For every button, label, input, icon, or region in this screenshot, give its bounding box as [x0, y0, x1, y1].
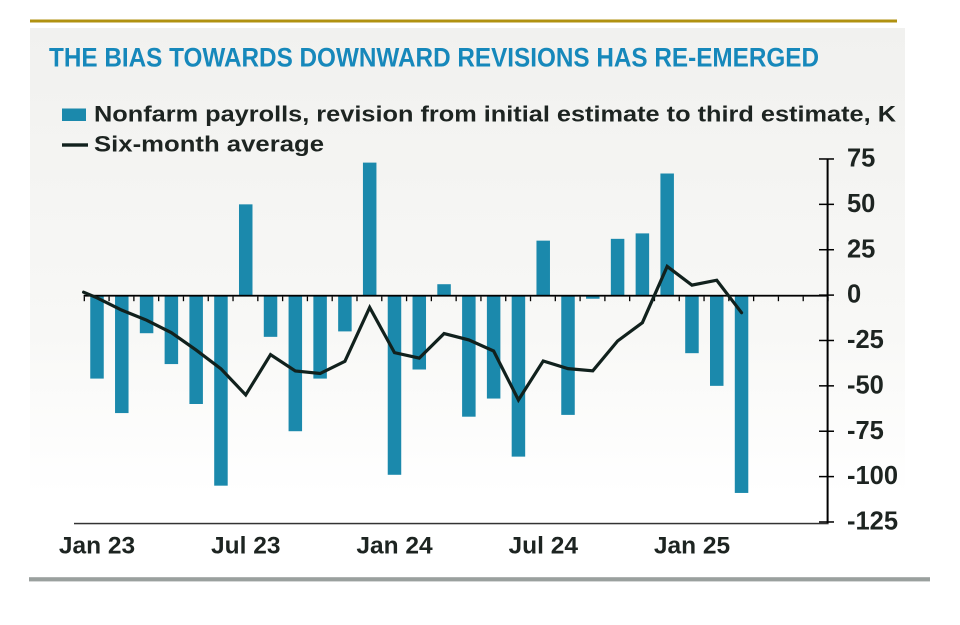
- svg-text:-50: -50: [847, 371, 884, 399]
- svg-text:Six-month average: Six-month average: [94, 132, 324, 157]
- svg-text:Jul 23: Jul 23: [211, 533, 280, 560]
- svg-text:THE BIAS TOWARDS DOWNWARD REVI: THE BIAS TOWARDS DOWNWARD REVISIONS HAS …: [49, 43, 819, 73]
- svg-text:-125: -125: [847, 508, 898, 536]
- svg-text:-25: -25: [847, 326, 884, 354]
- svg-text:Jan 25: Jan 25: [654, 533, 730, 560]
- svg-text:50: 50: [847, 190, 875, 218]
- svg-text:75: 75: [847, 145, 875, 173]
- svg-text:-100: -100: [847, 462, 898, 490]
- svg-text:Jan 23: Jan 23: [59, 533, 135, 560]
- svg-text:0: 0: [847, 281, 861, 309]
- svg-text:Jul 24: Jul 24: [508, 533, 578, 560]
- svg-text:25: 25: [847, 235, 875, 263]
- svg-text:-75: -75: [847, 417, 884, 445]
- svg-text:Jan 24: Jan 24: [356, 533, 433, 560]
- svg-text:Nonfarm payrolls, revision fro: Nonfarm payrolls, revision from initial …: [94, 102, 897, 127]
